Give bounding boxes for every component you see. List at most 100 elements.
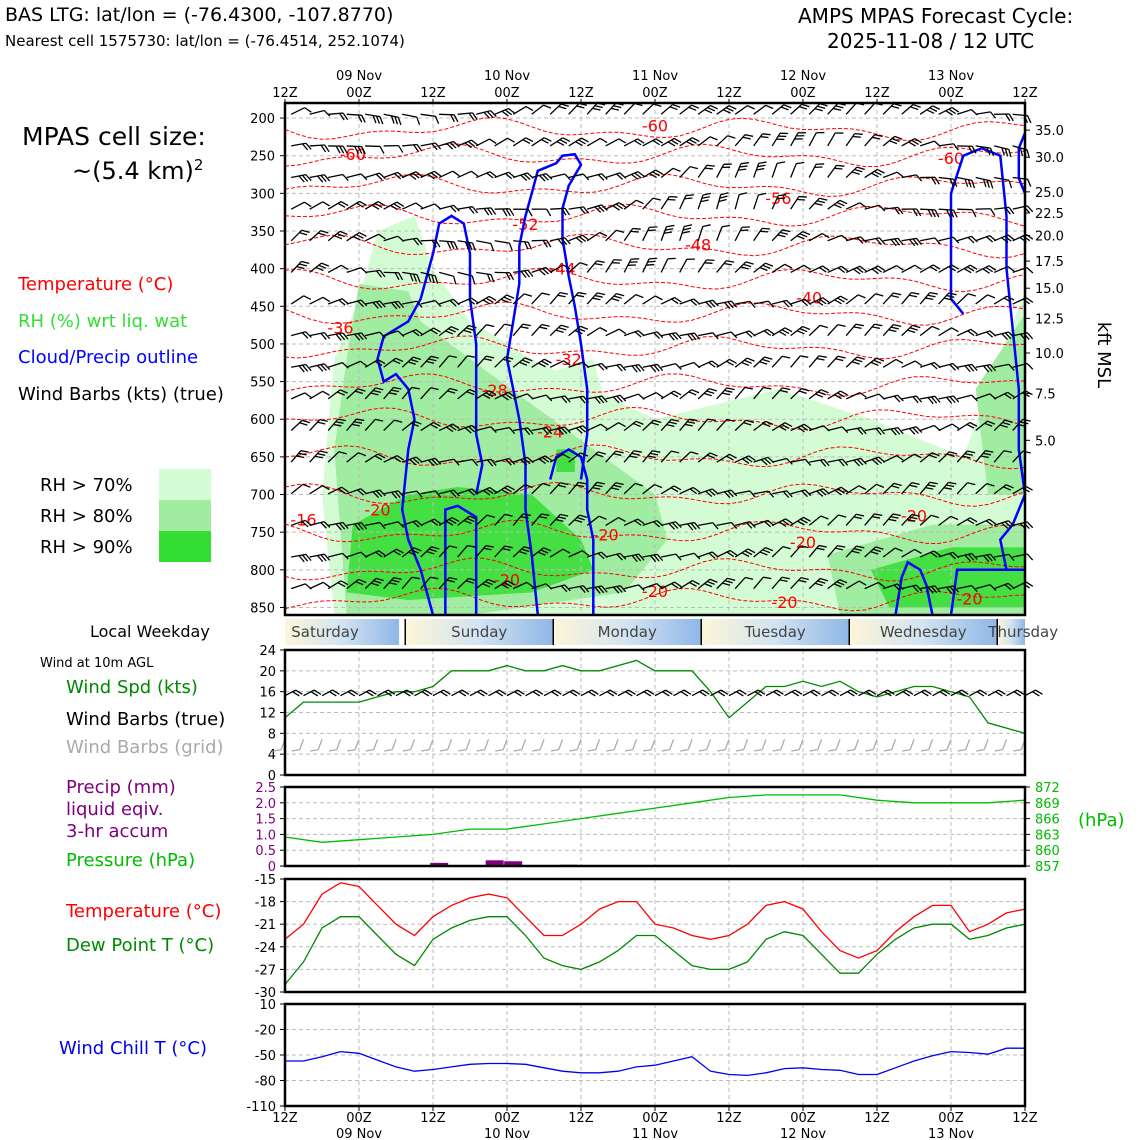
wind-barb (346, 173, 368, 181)
bottom-time-label: 12Z (1012, 1111, 1038, 1126)
wind-barb (550, 207, 571, 216)
wind-barb (839, 689, 858, 697)
wind-barb (469, 689, 488, 697)
wind-barb (457, 388, 478, 400)
wind-barb (309, 109, 331, 117)
wind-barb (438, 423, 460, 433)
wind-barb (679, 104, 700, 115)
wind-barb (290, 107, 312, 115)
pressure-right-tick-label: 866 (1035, 813, 1060, 828)
wind-barb (697, 418, 716, 431)
wind-barb (827, 458, 849, 467)
temp-label: -36 (327, 318, 353, 337)
wind-barb (364, 550, 386, 558)
wind-barb (771, 422, 793, 432)
wind-barb (586, 451, 606, 463)
wind-barb (531, 482, 551, 495)
wind-barb (876, 689, 895, 697)
wind-barb (1013, 739, 1026, 752)
wind-barb (827, 579, 848, 590)
top-date-label: 13 Nov (928, 69, 974, 84)
wind-barb (624, 553, 645, 563)
wind-barb (660, 103, 681, 115)
wind-barb (993, 391, 1015, 400)
wind-barb (420, 490, 442, 498)
wind-barb (365, 521, 386, 530)
wind-barb (901, 324, 921, 337)
rh70-region (544, 359, 606, 420)
temp-label: -16 (290, 510, 316, 529)
top-time-label: 12Z (1012, 86, 1038, 101)
wind-barb (827, 199, 848, 210)
bottom-date-label: 09 Nov (336, 1127, 382, 1140)
wind-barb (642, 483, 663, 495)
wind-barb (513, 208, 533, 217)
wind-barb (494, 271, 515, 281)
wind-barb (328, 739, 342, 752)
wind-barb (606, 739, 619, 752)
wind-barb (513, 269, 534, 279)
wind-barb (494, 137, 515, 147)
pressure-right-tick-label: 869 (1035, 797, 1060, 812)
wind-barb (617, 689, 636, 697)
wind-barb (309, 520, 331, 529)
wind-barb (901, 481, 920, 495)
kft-tick-label: 20.0 (1035, 230, 1064, 245)
wind-barb (975, 111, 997, 119)
wind-barb (457, 577, 477, 590)
wind-barb (327, 230, 348, 242)
wind-barb (660, 195, 678, 210)
wind-barb (679, 194, 695, 210)
wind-barb (402, 300, 423, 308)
temp-label: -32 (556, 350, 582, 369)
bottom-date-label: 11 Nov (632, 1127, 678, 1140)
wind-barb (765, 689, 784, 697)
wind-barb (383, 490, 405, 499)
wind-barb (987, 689, 1006, 697)
wind-barb (476, 739, 490, 752)
wind-barb (401, 576, 420, 590)
wind-barb (328, 112, 349, 121)
wind-barb (346, 200, 367, 210)
wind-barb (346, 578, 367, 590)
wind-barb (642, 138, 664, 147)
wind-barb (543, 689, 562, 697)
wind-barb (660, 137, 682, 147)
bottom-time-label: 00Z (790, 1111, 816, 1126)
wind-barb (938, 264, 959, 273)
kft-tick-label: 17.5 (1035, 255, 1064, 270)
wind-barb (623, 138, 645, 147)
wind-barb (586, 423, 608, 432)
wind-barb (377, 689, 396, 697)
wind-barb (432, 689, 451, 697)
wind-barb (605, 394, 627, 404)
top-time-label: 12Z (420, 86, 446, 101)
wind-barb (939, 739, 952, 752)
wind-barb (439, 739, 453, 752)
wind-barb (809, 458, 830, 467)
wind-barb (734, 357, 755, 368)
wind-barb (679, 580, 700, 590)
wind-barb (531, 513, 550, 526)
panel-tick-label: 2.5 (255, 781, 276, 796)
panel-tick-label: 0.5 (255, 844, 276, 859)
wind-barb (808, 197, 828, 210)
wind-barb (950, 689, 969, 697)
wind-barb (383, 357, 404, 368)
wind-barb (790, 325, 811, 337)
precip-label-3: 3-hr accum (66, 821, 169, 842)
top-time-label: 12Z (716, 86, 742, 101)
wind-barb (364, 387, 384, 400)
wind-barb (845, 485, 867, 495)
temp-label: -52 (512, 215, 538, 234)
wind-barb (549, 291, 568, 305)
time-height-panel: -60-60-60-52-56-48-44-40-36-32-28-24-16-… (250, 69, 1114, 616)
wind-barb (420, 421, 441, 432)
wind-barb (975, 518, 997, 527)
wind-barb (346, 145, 366, 155)
wind-barb (506, 689, 525, 697)
wind-barb (438, 387, 458, 400)
wind-barb (864, 581, 886, 590)
windchill-panel: -110 -80 -50 -20 10 (246, 998, 1027, 1115)
isotherm-line (284, 481, 1026, 507)
